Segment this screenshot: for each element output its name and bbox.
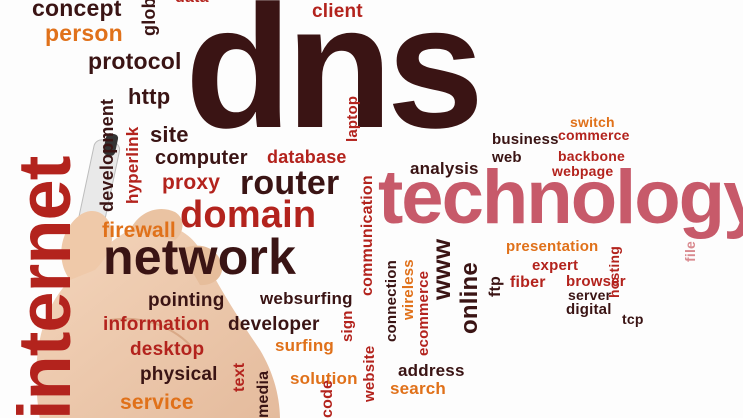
word-online: online [456,262,483,334]
word-hosting: hosting [606,246,622,298]
word-webpage: webpage [552,163,614,179]
word-connection: connection [383,259,400,342]
word-ftp: ftp [487,275,504,297]
hand-with-marker-illustration [36,133,280,418]
word-service: service [120,391,194,414]
word-media: media [255,370,272,418]
word-web: web [492,149,522,166]
word-browser: browser [566,273,626,290]
word-laptop: laptop [344,95,361,142]
word-websurfing: websurfing [260,289,353,308]
word-presentation: presentation [506,238,599,255]
word-concept: concept [32,0,122,21]
word-tcp: tcp [622,311,644,327]
word-global: global [139,0,159,36]
word-text: text [231,362,248,392]
word-site: site [150,122,189,147]
word-surfing: surfing [275,336,335,355]
word-data: data [175,0,209,6]
word-commerce: commerce [558,127,630,143]
word-code: code [319,379,336,418]
word-analysis: analysis [410,159,479,178]
word-hyperlink: hyperlink [123,126,142,204]
word-router: router [240,164,340,202]
word-domain: domain [180,194,317,236]
word-database: database [267,147,347,167]
word-file: file [682,240,698,262]
word-fiber: fiber [510,274,546,291]
word-address: address [398,361,465,380]
word-development: development [97,98,117,212]
word-solution: solution [290,369,358,388]
word-computer: computer [155,147,248,169]
word-network: network [103,229,297,285]
word-pointing: pointing [148,290,225,311]
word-developer: developer [228,314,320,335]
word-search: search [390,379,447,398]
word-dns: dns [185,0,484,165]
word-technology: technology [378,155,743,240]
word-physical: physical [140,364,218,385]
word-expert: expert [532,257,579,274]
word-communication: communication [359,175,376,296]
word-digital: digital [566,301,612,318]
word-client: client [312,1,363,22]
word-http: http [128,84,171,109]
word-backbone: backbone [558,148,625,164]
word-person: person [45,20,123,46]
word-sign: sign [339,310,356,342]
word-protocol: protocol [88,48,182,74]
word-server: server [568,287,612,303]
word-business: business [492,131,559,148]
word-ecommerce: ecommerce [415,270,432,356]
word-firewall: firewall [102,219,176,242]
word-switch: switch [570,114,615,130]
word-information: information [103,314,210,335]
word-website: website [361,345,378,402]
word-proxy: proxy [162,171,221,194]
word-internet: internet [3,156,86,418]
word-desktop: desktop [130,339,205,360]
word-wireless: wireless [400,259,417,320]
